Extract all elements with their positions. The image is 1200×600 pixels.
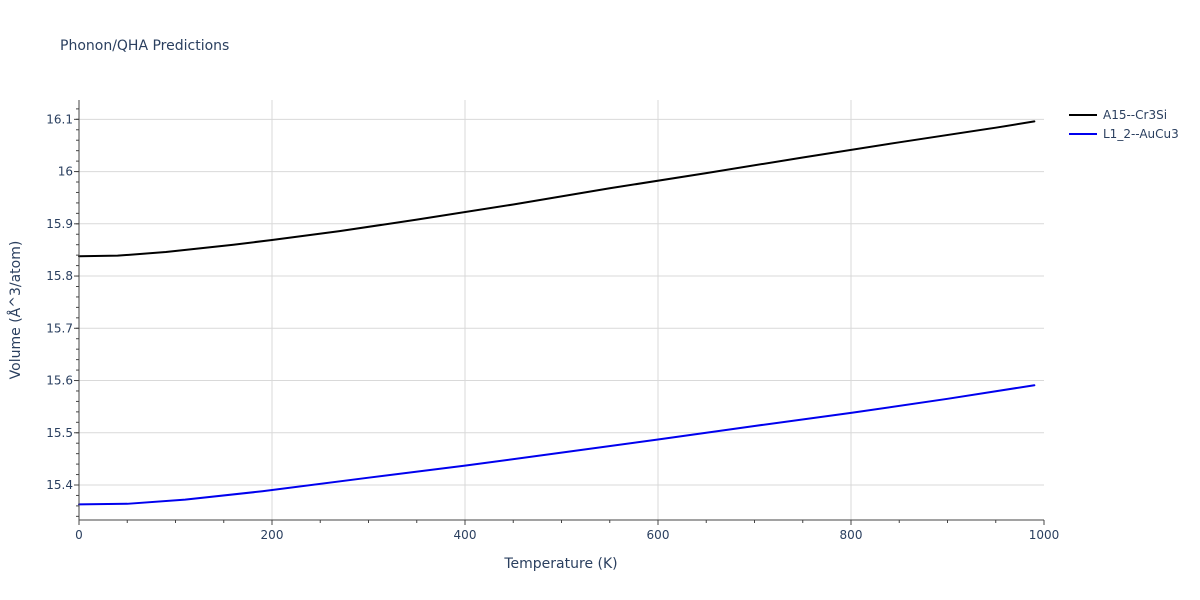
y-tick-label: 15.8 bbox=[46, 269, 73, 283]
x-gridlines bbox=[271, 100, 852, 520]
series-line-1 bbox=[78, 120, 1036, 258]
y-axis-title: Volume (Å^3/atom) bbox=[7, 241, 24, 380]
legend[interactable]: A15--Cr3Si L1_2--AuCu3 bbox=[1069, 108, 1179, 141]
x-axis-title: Temperature (K) bbox=[503, 556, 617, 572]
y-ticks: 15.4 15.5 15.6 15.7 15.8 15.9 16 16.1 bbox=[46, 108, 79, 517]
x-ticks: 0 200 400 600 800 1000 bbox=[75, 520, 1059, 542]
y-tick-label: 16 bbox=[58, 165, 73, 179]
y-tick-label: 15.4 bbox=[46, 478, 73, 492]
legend-item-2[interactable]: L1_2--AuCu3 bbox=[1069, 127, 1179, 141]
x-tick-label: 600 bbox=[647, 528, 670, 542]
x-tick-label: 200 bbox=[261, 528, 284, 542]
chart-title: Phonon/QHA Predictions bbox=[60, 38, 229, 54]
y-tick-label: 15.6 bbox=[46, 374, 73, 388]
x-tick-label: 400 bbox=[454, 528, 477, 542]
legend-label: L1_2--AuCu3 bbox=[1103, 127, 1179, 141]
x-tick-label: 0 bbox=[75, 528, 83, 542]
x-tick-label: 800 bbox=[840, 528, 863, 542]
y-gridlines bbox=[79, 118, 1044, 486]
x-tick-label: 1000 bbox=[1029, 528, 1060, 542]
y-tick-label: 15.5 bbox=[46, 426, 73, 440]
y-tick-label: 15.7 bbox=[46, 321, 73, 335]
y-tick-label: 16.1 bbox=[46, 112, 73, 126]
legend-label: A15--Cr3Si bbox=[1103, 108, 1167, 122]
series-layer bbox=[78, 120, 1036, 506]
legend-item-1[interactable]: A15--Cr3Si bbox=[1069, 108, 1167, 122]
series-line-2 bbox=[78, 384, 1036, 506]
y-tick-label: 15.9 bbox=[46, 217, 73, 231]
